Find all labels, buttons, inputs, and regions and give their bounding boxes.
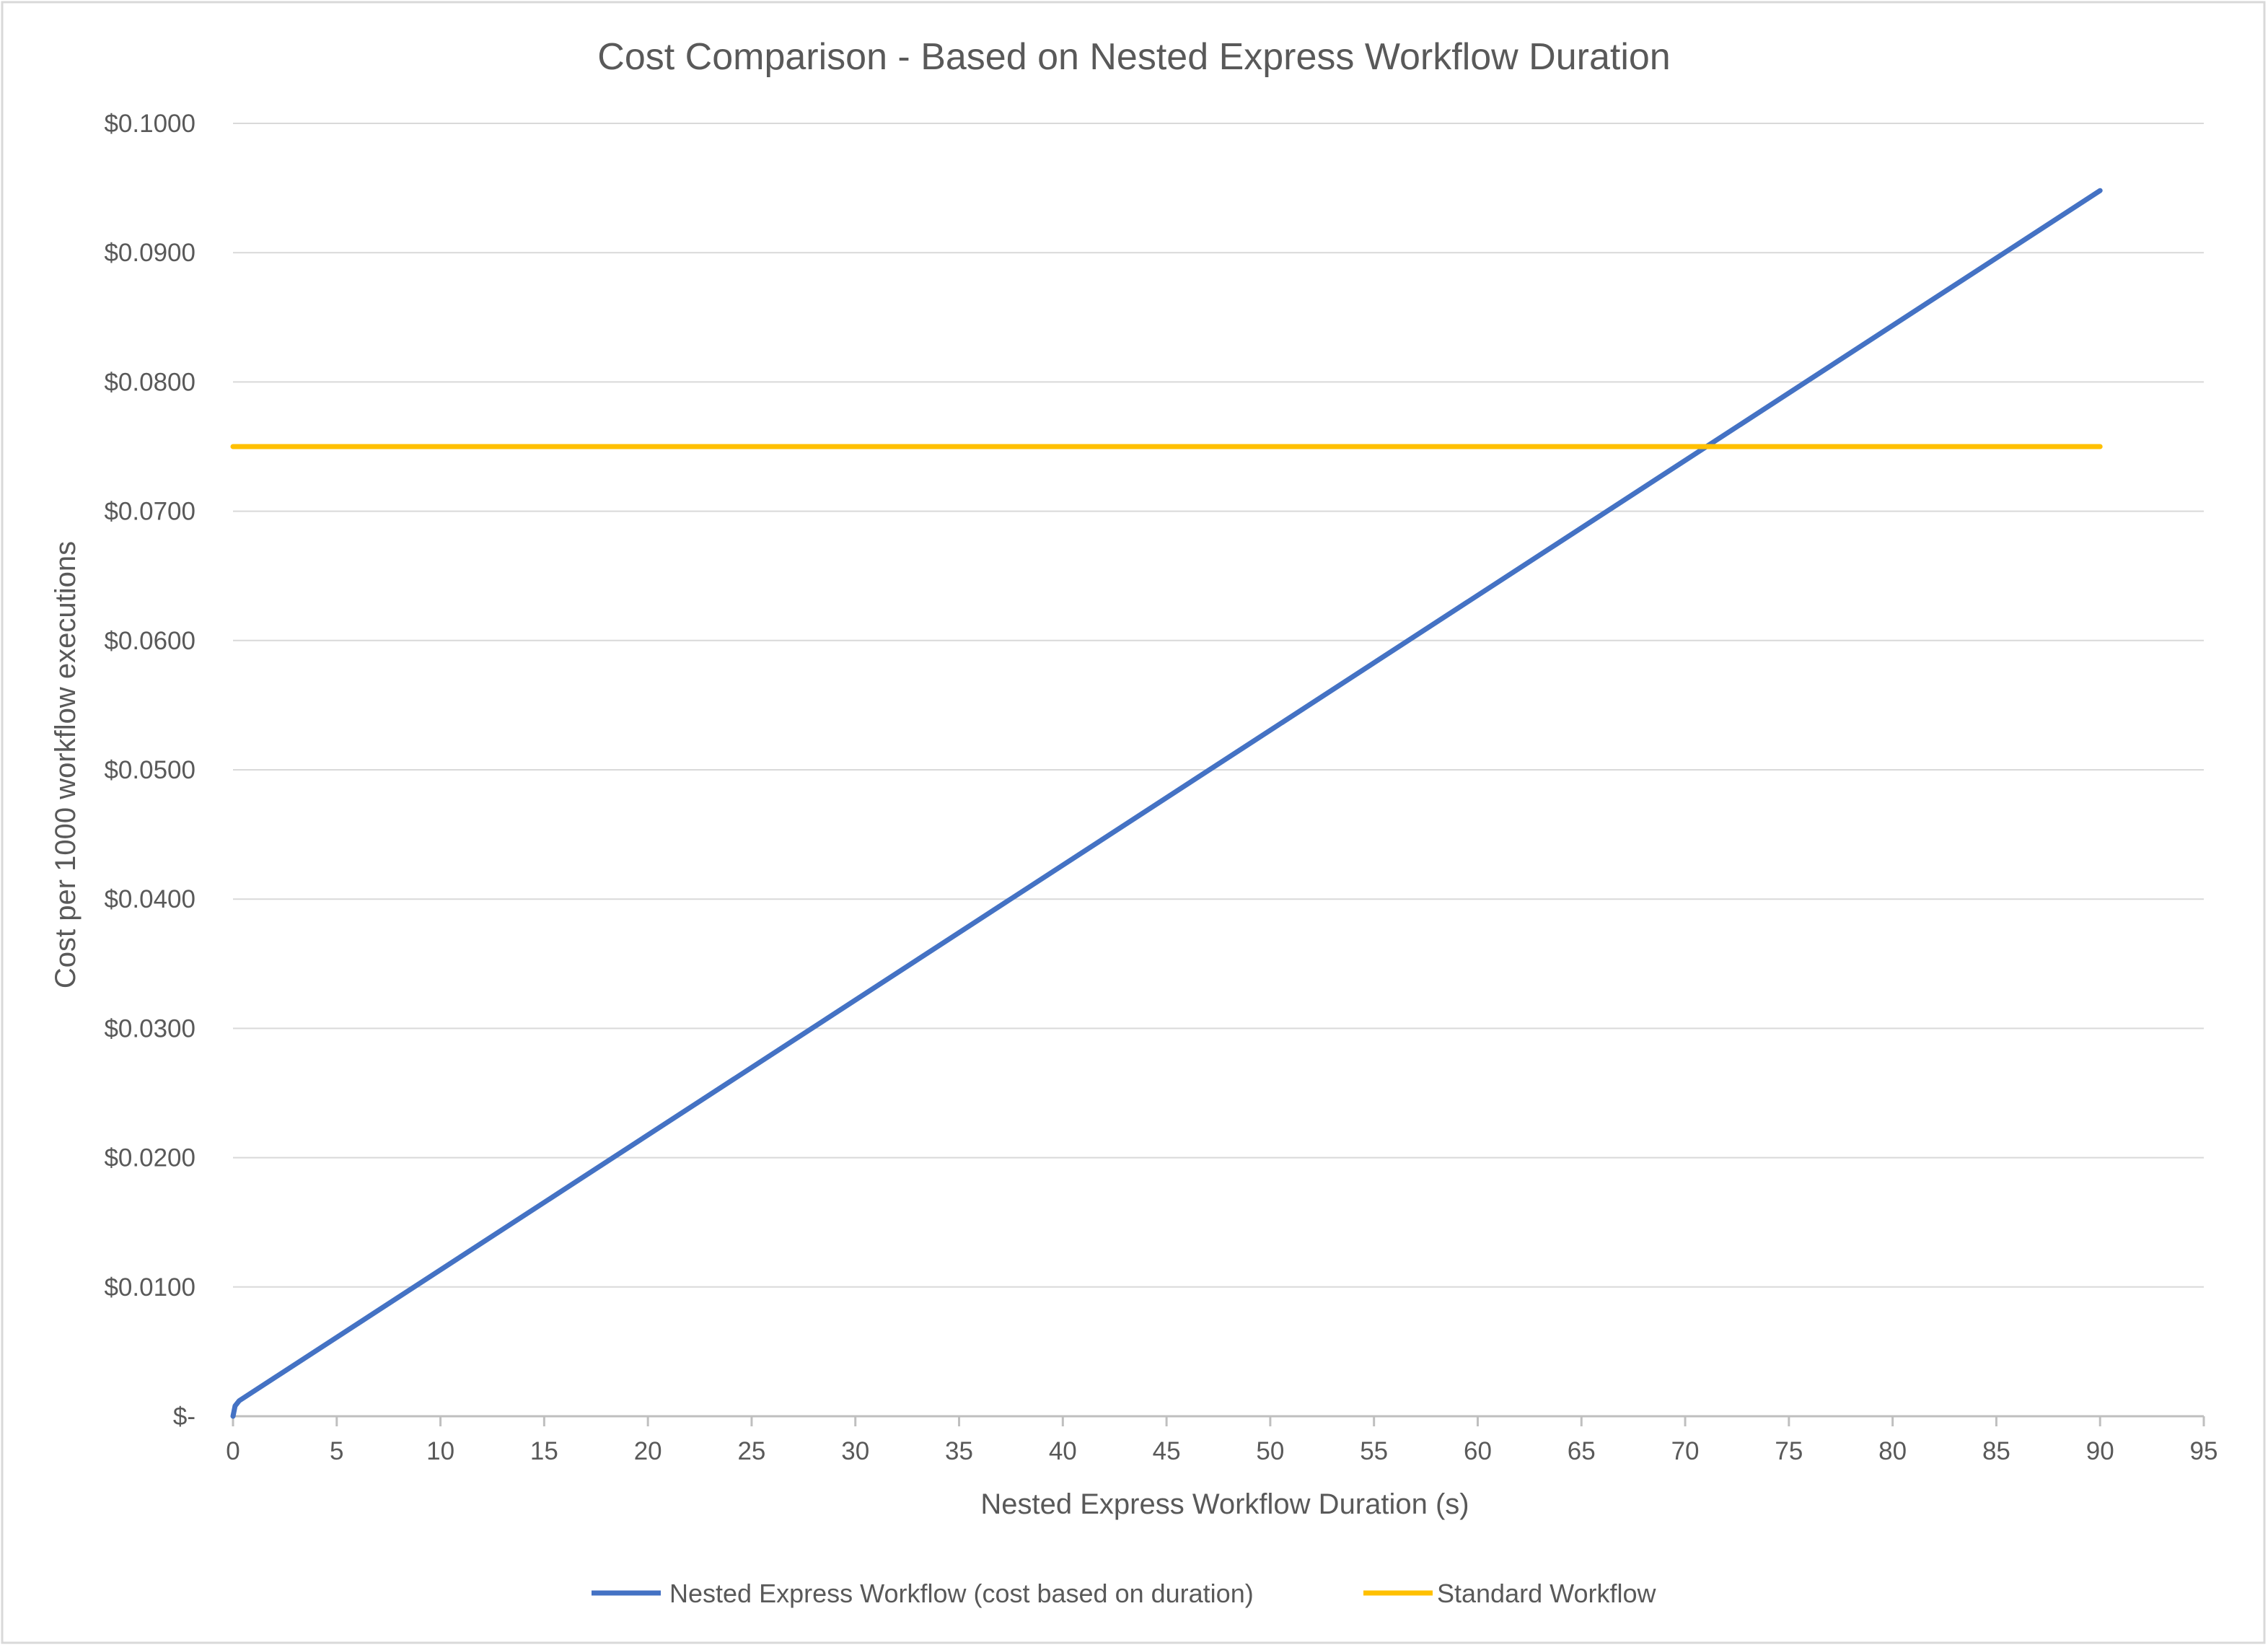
x-tick-label: 20 bbox=[634, 1437, 662, 1465]
x-tick-label: 35 bbox=[945, 1437, 973, 1465]
x-tick-label: 15 bbox=[530, 1437, 558, 1465]
y-tick-label: $0.0800 bbox=[104, 368, 195, 396]
legend-label-2: Standard Workflow bbox=[1437, 1579, 1656, 1608]
x-tick-label: 95 bbox=[2190, 1437, 2218, 1465]
x-tick-label: 5 bbox=[330, 1437, 343, 1465]
x-tick-label: 45 bbox=[1153, 1437, 1181, 1465]
x-tick-label: 90 bbox=[2086, 1437, 2114, 1465]
y-tick-label: $0.0500 bbox=[104, 756, 195, 784]
y-tick-label: $- bbox=[173, 1403, 195, 1431]
chart-title: Cost Comparison - Based on Nested Expres… bbox=[597, 36, 1670, 78]
x-tick-label: 55 bbox=[1360, 1437, 1388, 1465]
x-tick-label: 0 bbox=[226, 1437, 239, 1465]
x-tick-label: 60 bbox=[1464, 1437, 1492, 1465]
y-tick-label: $0.0200 bbox=[104, 1144, 195, 1172]
y-tick-label: $0.0300 bbox=[104, 1014, 195, 1043]
legend: Nested Express Workflow (cost based on d… bbox=[592, 1579, 1656, 1608]
x-axis-title: Nested Express Workflow Duration (s) bbox=[980, 1488, 1469, 1520]
x-tick-label: 65 bbox=[1568, 1437, 1596, 1465]
x-tick-label: 40 bbox=[1049, 1437, 1077, 1465]
axes: $- $0.0100 $0.0200 $0.0300 $0.0400 $0.0500 $0.… bbox=[104, 110, 2218, 1465]
gridlines bbox=[233, 123, 2204, 1288]
series-lines bbox=[230, 188, 2103, 1419]
y-tick-label: $0.0400 bbox=[104, 885, 195, 913]
series-line-1 bbox=[230, 188, 2103, 1419]
x-tick-label: 30 bbox=[841, 1437, 869, 1465]
y-tick-label: $0.0900 bbox=[104, 239, 195, 267]
y-tick-label: $0.0100 bbox=[104, 1273, 195, 1302]
y-tick-label: $0.1000 bbox=[104, 110, 195, 138]
x-tick-label: 25 bbox=[737, 1437, 765, 1465]
y-tick-label: $0.0700 bbox=[104, 498, 195, 526]
x-tick-label: 50 bbox=[1256, 1437, 1284, 1465]
x-tick-label: 85 bbox=[1982, 1437, 2010, 1465]
y-tick-label: $0.0600 bbox=[104, 627, 195, 655]
x-tick-label: 10 bbox=[426, 1437, 454, 1465]
x-tick-label: 70 bbox=[1671, 1437, 1700, 1465]
y-axis-title: Cost per 1000 workflow executions bbox=[50, 541, 82, 988]
legend-label-1: Nested Express Workflow (cost based on d… bbox=[669, 1579, 1254, 1608]
x-tick-label: 75 bbox=[1775, 1437, 1803, 1465]
x-tick-label: 80 bbox=[1878, 1437, 1907, 1465]
